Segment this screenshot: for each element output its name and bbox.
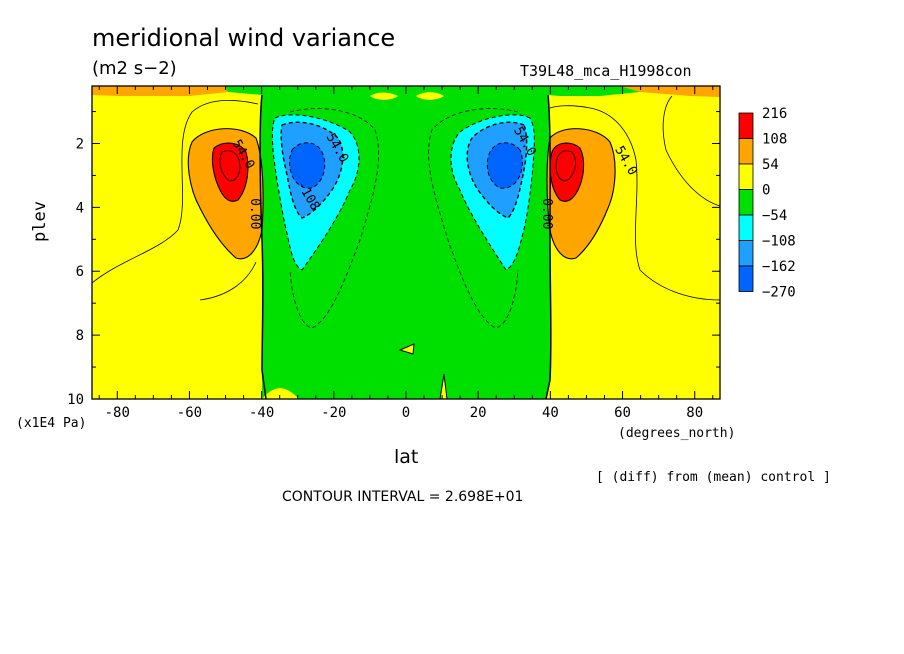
- contour-sh-inner: [219, 150, 241, 182]
- contour-zero-nh: [545, 94, 552, 399]
- y-axis-units: (x1E4 Pa): [16, 416, 87, 431]
- colorbar-label: 54: [762, 157, 779, 173]
- contour-sh-lightblue-edge: [280, 121, 344, 219]
- x-tick-label: 60: [614, 405, 631, 421]
- colorbar-label: −108: [762, 234, 796, 250]
- y-tick-label: 2: [76, 136, 84, 152]
- contour-label: 0.00: [247, 198, 262, 229]
- contour-sh-outer2: [199, 261, 257, 301]
- contour-label: 0.00: [539, 198, 554, 229]
- contour-bottom-spike: [439, 373, 448, 399]
- y-tick-label: 8: [76, 328, 84, 344]
- colorbar-swatch: [738, 189, 754, 216]
- x-axis-units: (degrees_north): [618, 426, 736, 441]
- fill-top-left-orange: [92, 86, 228, 96]
- fill-top-green-strip: [225, 86, 640, 96]
- fill-yellow-island-mid: [400, 344, 414, 354]
- colorbar-swatch: [738, 265, 754, 292]
- contour-sh-red-edge: [211, 142, 249, 202]
- colorbar-swatch: [738, 112, 754, 139]
- contour-nh-outer2: [662, 95, 720, 207]
- diff-note: [ (diff) from (mean) control ]: [596, 470, 831, 485]
- x-tick-label: 80: [686, 405, 703, 421]
- y-tick-label: 10: [67, 392, 84, 408]
- y-axis-label: plev: [30, 201, 50, 242]
- fill-sh-red: [212, 143, 248, 202]
- colorbar-label: 108: [762, 132, 787, 148]
- y-tick-label: 6: [76, 264, 84, 280]
- contour-nh-inner: [555, 150, 576, 182]
- contour-zero-sh: [259, 94, 267, 399]
- x-axis-label: lat: [394, 446, 419, 468]
- contour-island-mid: [398, 343, 415, 355]
- colorbar-label: −162: [762, 259, 796, 275]
- contour-nh-lightblue-edge: [466, 121, 528, 219]
- y-axis-ticks: 2 4 6 8 10: [67, 111, 720, 408]
- colorbar-label: −54: [762, 208, 787, 224]
- fill-yellow-island-top-left: [370, 92, 398, 100]
- contour-interval: CONTOUR INTERVAL = 2.698E+01: [282, 489, 524, 505]
- fill-sh-blue: [289, 142, 325, 189]
- chart-title: meridional wind variance: [92, 24, 396, 52]
- contour-sh-outer-dashed: [289, 108, 379, 329]
- contour-sh-cyan-edge: [271, 114, 360, 271]
- x-axis-ticks: -80 -60 -40 -20 0 20 40 60 80: [98, 86, 714, 421]
- x-tick-label: -40: [249, 405, 274, 421]
- contour-nh-outer: [549, 105, 720, 301]
- x-tick-label: -80: [105, 405, 130, 421]
- colorbar-swatch: [738, 240, 754, 267]
- run-label: T39L48_mca_H1998con: [520, 62, 692, 80]
- colorbar-swatch: [738, 138, 754, 165]
- y-tick-label: 4: [76, 200, 84, 216]
- contour-nh-orange-edge: [546, 128, 616, 260]
- x-tick-label: 40: [542, 405, 559, 421]
- fill-yellow-island-top-right: [416, 92, 444, 100]
- contour-nh-outer-dashed: [428, 108, 519, 329]
- contour-sh-orange-edge: [187, 128, 264, 260]
- x-tick-label: -60: [177, 405, 202, 421]
- colorbar-label: −270: [762, 285, 796, 301]
- fill-nh-blue: [487, 142, 523, 189]
- contour-sh-outer: [92, 100, 259, 284]
- colorbar-label: 216: [762, 106, 787, 122]
- contour-nh-cyan-edge: [450, 114, 535, 271]
- x-tick-label: 20: [470, 405, 487, 421]
- x-tick-label: -20: [321, 405, 346, 421]
- colorbar-label: 0: [762, 183, 770, 199]
- colorbar-legend: 216 108 54 0 −54 −108 −162 −270: [738, 106, 796, 301]
- colorbar-swatch: [738, 163, 754, 190]
- colorbar-swatch: [738, 214, 754, 241]
- x-tick-label: 0: [402, 405, 410, 421]
- chart-units: (m2 s−2): [92, 58, 177, 79]
- contour-nh-red-edge: [549, 142, 585, 202]
